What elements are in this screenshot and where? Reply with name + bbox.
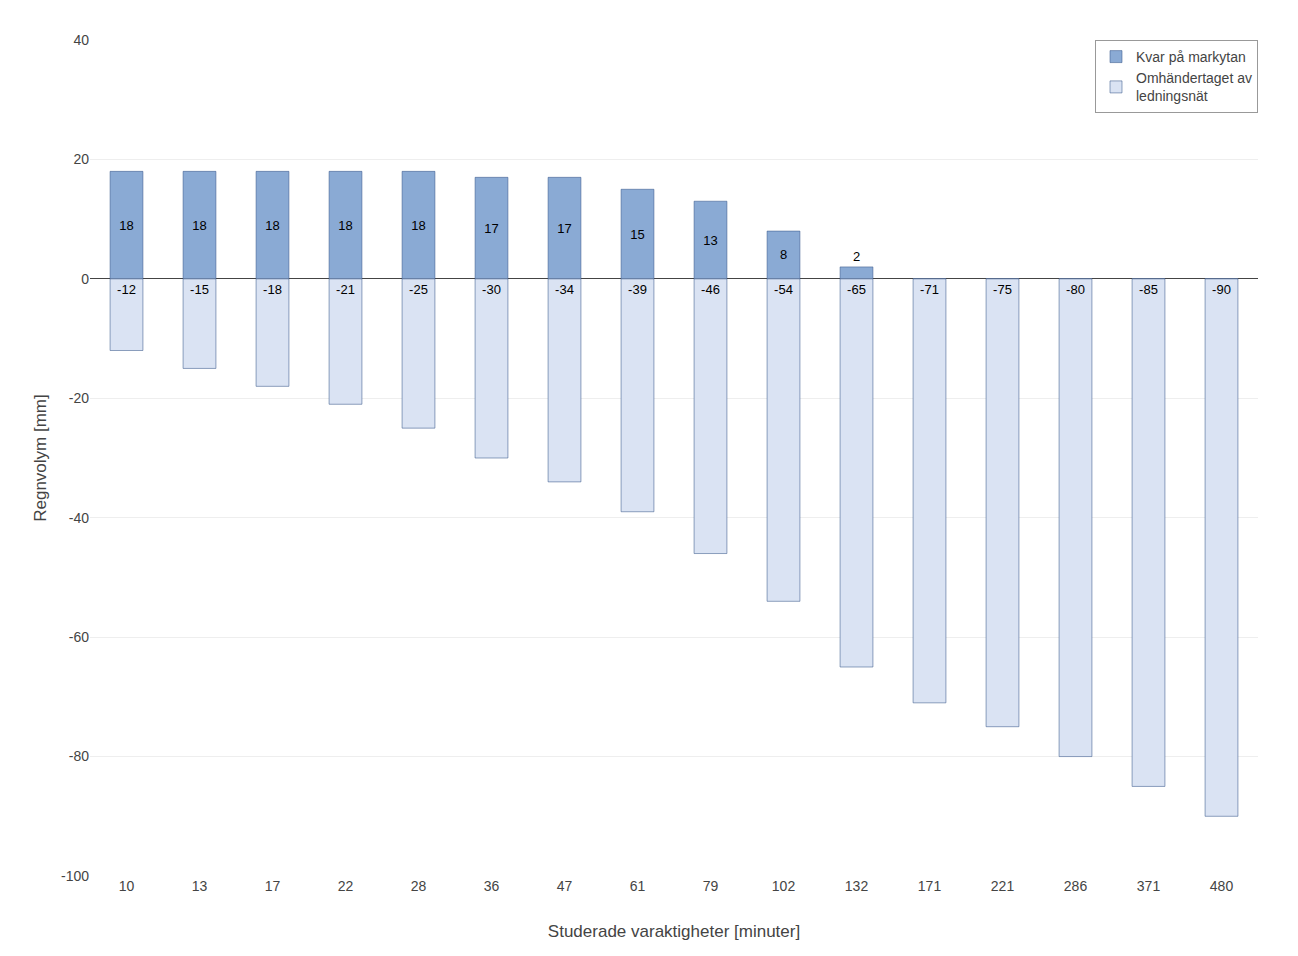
svg-text:-12: -12	[117, 282, 136, 297]
svg-text:-80: -80	[69, 748, 89, 764]
svg-text:18: 18	[338, 218, 352, 233]
svg-text:221: 221	[991, 878, 1015, 894]
svg-text:-85: -85	[1139, 282, 1158, 297]
svg-text:15: 15	[630, 227, 644, 242]
svg-text:2: 2	[853, 249, 860, 264]
svg-text:-15: -15	[190, 282, 209, 297]
svg-text:10: 10	[119, 878, 135, 894]
svg-text:28: 28	[411, 878, 427, 894]
svg-text:22: 22	[338, 878, 354, 894]
svg-text:0: 0	[81, 271, 89, 287]
svg-text:-18: -18	[263, 282, 282, 297]
svg-text:17: 17	[484, 221, 498, 236]
svg-text:-60: -60	[69, 629, 89, 645]
svg-text:-34: -34	[555, 282, 574, 297]
svg-text:-20: -20	[69, 390, 89, 406]
svg-text:102: 102	[772, 878, 796, 894]
svg-text:40: 40	[73, 32, 89, 48]
svg-text:Omhändertaget avledningsnät: Omhändertaget avledningsnät	[1136, 70, 1252, 104]
svg-text:-39: -39	[628, 282, 647, 297]
svg-text:-46: -46	[701, 282, 720, 297]
svg-text:371: 371	[1137, 878, 1161, 894]
svg-text:47: 47	[557, 878, 573, 894]
svg-text:13: 13	[192, 878, 208, 894]
svg-text:20: 20	[73, 151, 89, 167]
svg-text:-40: -40	[69, 510, 89, 526]
svg-text:18: 18	[119, 218, 133, 233]
svg-text:-30: -30	[482, 282, 501, 297]
svg-text:Kvar på markytan: Kvar på markytan	[1136, 49, 1246, 65]
svg-text:132: 132	[845, 878, 869, 894]
svg-text:-75: -75	[993, 282, 1012, 297]
svg-text:Regnvolym [mm]: Regnvolym [mm]	[31, 394, 50, 522]
svg-text:18: 18	[411, 218, 425, 233]
svg-text:18: 18	[265, 218, 279, 233]
svg-text:36: 36	[484, 878, 500, 894]
svg-text:-54: -54	[774, 282, 793, 297]
svg-text:286: 286	[1064, 878, 1088, 894]
svg-text:-100: -100	[61, 868, 89, 884]
svg-text:-65: -65	[847, 282, 866, 297]
svg-text:-71: -71	[920, 282, 939, 297]
svg-text:8: 8	[780, 247, 787, 262]
svg-text:79: 79	[703, 878, 719, 894]
svg-text:18: 18	[192, 218, 206, 233]
svg-text:171: 171	[918, 878, 942, 894]
svg-text:480: 480	[1210, 878, 1234, 894]
svg-text:Studerade varaktigheter [minut: Studerade varaktigheter [minuter]	[548, 922, 800, 941]
svg-text:-25: -25	[409, 282, 428, 297]
svg-text:17: 17	[557, 221, 571, 236]
svg-text:-21: -21	[336, 282, 355, 297]
svg-text:17: 17	[265, 878, 281, 894]
svg-text:13: 13	[703, 233, 717, 248]
svg-text:-90: -90	[1212, 282, 1231, 297]
svg-text:61: 61	[630, 878, 646, 894]
svg-text:-80: -80	[1066, 282, 1085, 297]
